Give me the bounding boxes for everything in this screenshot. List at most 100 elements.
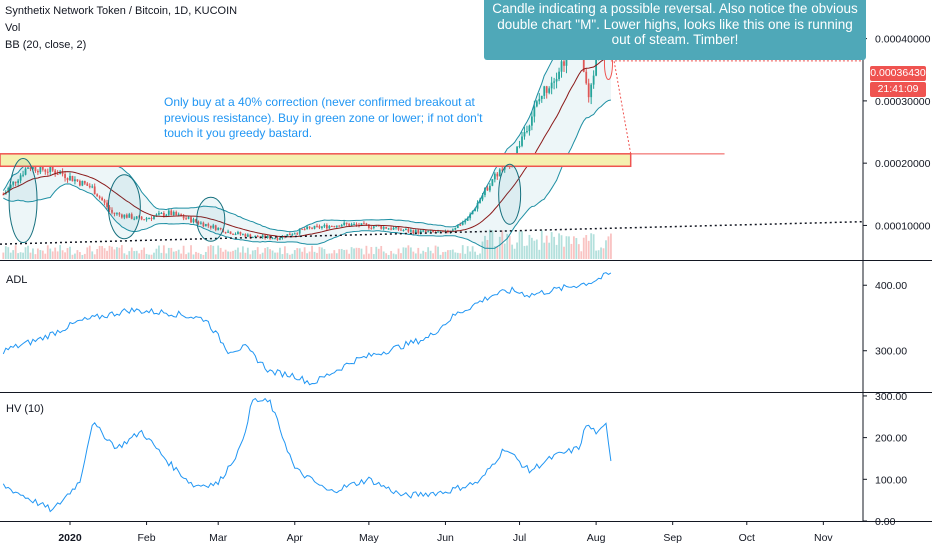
candle-body [491,179,494,186]
candle-body [276,238,279,240]
volume-bar [46,245,49,259]
volume-bar [464,253,467,259]
buy-zone-note[interactable]: Only buy at a 40% correction (never conf… [164,95,483,140]
candle-body [530,116,533,126]
hv-line [2,397,612,513]
candle-body [207,224,210,226]
volume-bar [76,250,79,259]
volume-bar [172,251,175,259]
candle-body [293,233,296,235]
candle-body [32,166,34,170]
volume-bar [313,251,316,259]
legend-symbol[interactable]: Synthetix Network Token / Bitcoin, 1D, K… [5,5,238,17]
volume-bar [195,251,197,259]
volume-bar [503,243,506,259]
volume-bar [17,253,20,259]
volume-bar [118,247,121,259]
price-pane[interactable] [0,11,864,259]
hv-pane[interactable] [2,397,612,513]
candle-body [242,234,244,236]
candle-body [390,228,392,230]
candle-body [550,82,553,89]
volume-bar [350,247,353,259]
candle-body [464,220,467,223]
y-tick-label: 300.00 [875,391,907,403]
volume-bar [385,253,388,259]
volume-bar [400,253,402,259]
candle-body [34,166,37,171]
candle-body [64,174,66,179]
volume-bar [204,251,207,259]
candle-body [160,213,163,215]
volume-bar [402,247,405,259]
candle-body [360,223,363,226]
volume-bar [553,236,556,259]
volume-bar [2,252,5,259]
candle-body [44,169,47,172]
volume-bar [380,245,383,259]
candle-body [155,214,158,217]
candle-body [328,225,331,229]
volume-bar [558,233,560,259]
candle-body [533,106,536,117]
volume-bar [78,252,81,259]
legend-bb[interactable]: BB (20, close, 2) [5,39,87,51]
candle-body [27,167,29,169]
volume-bar [190,245,192,259]
candle-body [412,230,415,234]
candle-body [397,226,400,230]
volume-bar [93,254,96,259]
volume-bar [4,246,7,259]
volume-bar [610,233,612,259]
candle-body [78,180,81,186]
candle-body [318,226,321,228]
candle-body [432,230,434,232]
volume-bar [69,246,71,259]
candle-body [387,228,390,230]
candle-body [88,185,91,188]
volume-bar [61,250,64,259]
volume-bar [279,247,281,259]
candle-body [454,228,457,230]
volume-bar [130,247,133,259]
volume-bar [125,254,128,259]
volume-bar [355,247,358,259]
candle-body [355,224,358,226]
volume-bar [81,254,84,259]
volume-bar [227,251,229,259]
candle-body [54,170,57,175]
candle-body [543,86,546,96]
volume-bar [36,248,39,259]
volume-bar [113,249,116,259]
volume-bar [343,249,346,259]
volume-bar [605,240,607,259]
candle-body [348,223,351,226]
candle-body [86,183,89,186]
candle-body [372,226,375,228]
candle-body [158,213,160,215]
candle-body [118,213,121,215]
x-tick-label: Oct [739,532,755,544]
volume-bar [254,250,257,259]
volume-bar [348,253,351,259]
volume-bar [59,245,62,259]
volume-bar [424,252,427,259]
adl-pane[interactable] [2,272,612,386]
volume-bar [550,232,553,259]
x-tick-label: Apr [287,532,304,544]
volume-bar [19,252,22,259]
volume-bar [538,249,541,259]
volume-bar [269,249,271,259]
legend-vol[interactable]: Vol [5,22,21,34]
volume-bar [56,251,59,259]
volume-bar [143,247,145,259]
candle-body [476,202,479,209]
volume-bar [595,250,598,259]
volume-bar [447,250,449,259]
candle-body [479,199,481,203]
candle-body [244,234,247,237]
volume-bar [162,245,165,259]
volume-bar [521,231,523,259]
reversal-callout[interactable]: Candle indicating a possible reversal. A… [484,0,866,60]
